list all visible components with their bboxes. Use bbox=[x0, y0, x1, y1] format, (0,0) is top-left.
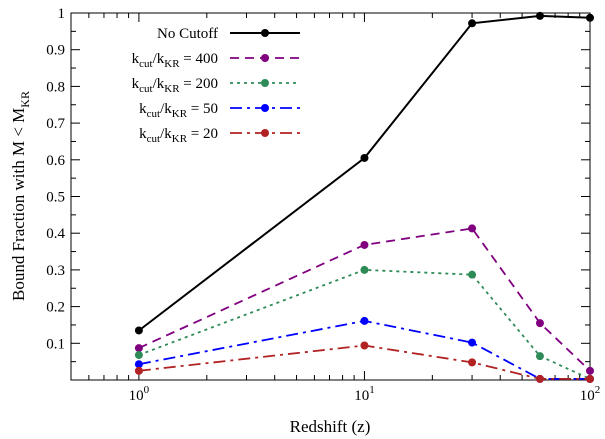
legend-k: k bbox=[139, 126, 147, 142]
x-axis-label: Redshift (z) bbox=[290, 417, 371, 436]
y-tick-label: 0.7 bbox=[46, 116, 65, 132]
legend-marker-kcut-400 bbox=[261, 54, 269, 62]
series-kcut-20 bbox=[134, 341, 594, 383]
data-point-kcut-200 bbox=[468, 270, 477, 279]
data-point-kcut-50 bbox=[360, 316, 369, 325]
legend-slash-k: /k bbox=[160, 126, 172, 142]
y-tick-label: 0.3 bbox=[46, 263, 65, 279]
legend-sub-cut: cut bbox=[147, 108, 160, 120]
series-group bbox=[134, 11, 594, 383]
legend-marker-kcut-200 bbox=[261, 79, 269, 87]
legend-label: kcut/kKR = 20 bbox=[139, 126, 218, 145]
data-point-kcut-20 bbox=[360, 341, 369, 350]
series-line-kcut-50 bbox=[138, 319, 590, 380]
legend-sub-kr: KR bbox=[172, 133, 188, 145]
y-axis-label: Bound Fraction with M < MKR bbox=[9, 91, 32, 301]
data-point-kcut-50 bbox=[134, 360, 143, 369]
legend-marker-kcut-50 bbox=[261, 104, 269, 112]
data-point-kcut-20 bbox=[535, 374, 544, 383]
y-axis-label-main: Bound Fraction with M < M bbox=[9, 108, 28, 301]
data-point-kcut-400 bbox=[586, 366, 594, 375]
legend-slash-k: /k bbox=[153, 51, 165, 67]
data-point-kcut-400 bbox=[535, 319, 544, 328]
data-point-kcut-20 bbox=[468, 358, 477, 367]
series-line-kcut-400 bbox=[138, 227, 591, 372]
y-tick-label: 0.9 bbox=[46, 43, 65, 59]
legend-value: = 20 bbox=[187, 126, 218, 142]
legend-item-kcut-200: kcut/kKR = 200 bbox=[132, 76, 300, 95]
y-tick-label: 0.5 bbox=[46, 190, 65, 206]
x-tick-exp: 2 bbox=[595, 384, 601, 396]
legend-sub-cut: cut bbox=[139, 83, 152, 95]
legend-label: No Cutoff bbox=[157, 26, 218, 42]
legend-k: k bbox=[132, 51, 140, 67]
y-tick-label: 0.2 bbox=[46, 300, 65, 316]
data-point-kcut-50 bbox=[468, 338, 477, 347]
legend-value: = 50 bbox=[187, 101, 218, 117]
legend-slash-k: /k bbox=[153, 76, 165, 92]
legend-marker-kcut-20 bbox=[261, 129, 269, 137]
data-point-kcut-400 bbox=[360, 240, 369, 249]
legend-item-kcut-20: kcut/kKR = 20 bbox=[139, 126, 300, 145]
legend-sub-kr: KR bbox=[164, 83, 180, 95]
x-tick-label: 100 bbox=[129, 384, 150, 404]
legend-sub-kr: KR bbox=[164, 58, 180, 70]
legend-sub-cut: cut bbox=[139, 58, 152, 70]
legend-item-kcut-50: kcut/kKR = 50 bbox=[139, 101, 300, 120]
legend-item-kcut-400: kcut/kKR = 400 bbox=[132, 51, 300, 70]
data-point-kcut-200 bbox=[360, 265, 369, 274]
data-point-no-cutoff bbox=[535, 11, 544, 20]
legend-item-no-cutoff: No Cutoff bbox=[157, 26, 300, 42]
legend-marker-no-cutoff bbox=[261, 29, 269, 37]
data-point-kcut-400 bbox=[468, 224, 477, 233]
data-point-no-cutoff bbox=[468, 19, 477, 28]
x-tick-exp: 1 bbox=[369, 384, 375, 396]
y-tick-label: 0.1 bbox=[46, 336, 65, 352]
data-point-no-cutoff bbox=[360, 153, 369, 162]
data-point-no-cutoff bbox=[134, 326, 143, 335]
x-tick-label: 102 bbox=[580, 384, 601, 404]
legend-sub-kr: KR bbox=[172, 108, 188, 120]
x-tick-base: 10 bbox=[580, 388, 595, 404]
y-axis-label-sub: KR bbox=[18, 91, 32, 108]
series-no-cutoff bbox=[134, 11, 594, 335]
legend-value: = 400 bbox=[180, 51, 218, 67]
legend-k: k bbox=[132, 76, 140, 92]
x-tick-label: 101 bbox=[354, 384, 375, 404]
legend-slash-k: /k bbox=[160, 101, 172, 117]
y-tick-label: 0.8 bbox=[46, 79, 65, 95]
y-tick-label: 1 bbox=[58, 6, 66, 22]
data-point-no-cutoff bbox=[586, 13, 594, 22]
y-tick-label: 0.6 bbox=[46, 153, 65, 169]
legend-k: k bbox=[139, 101, 147, 117]
x-tick-base: 10 bbox=[354, 388, 369, 404]
series-kcut-400 bbox=[134, 224, 594, 375]
legend-value: = 200 bbox=[180, 76, 218, 92]
legend-sub-cut: cut bbox=[147, 133, 160, 145]
x-tick-exp: 0 bbox=[144, 384, 150, 396]
data-point-kcut-20 bbox=[134, 366, 143, 375]
data-point-kcut-200 bbox=[134, 351, 143, 360]
data-point-kcut-400 bbox=[134, 344, 143, 353]
data-point-kcut-200 bbox=[535, 352, 544, 361]
legend-label: kcut/kKR = 400 bbox=[132, 51, 218, 70]
y-tick-label: 0.4 bbox=[46, 226, 65, 242]
data-point-kcut-20 bbox=[586, 374, 594, 383]
legend-label: kcut/kKR = 50 bbox=[139, 101, 218, 120]
x-tick-base: 10 bbox=[129, 388, 144, 404]
legend-label: kcut/kKR = 200 bbox=[132, 76, 218, 95]
